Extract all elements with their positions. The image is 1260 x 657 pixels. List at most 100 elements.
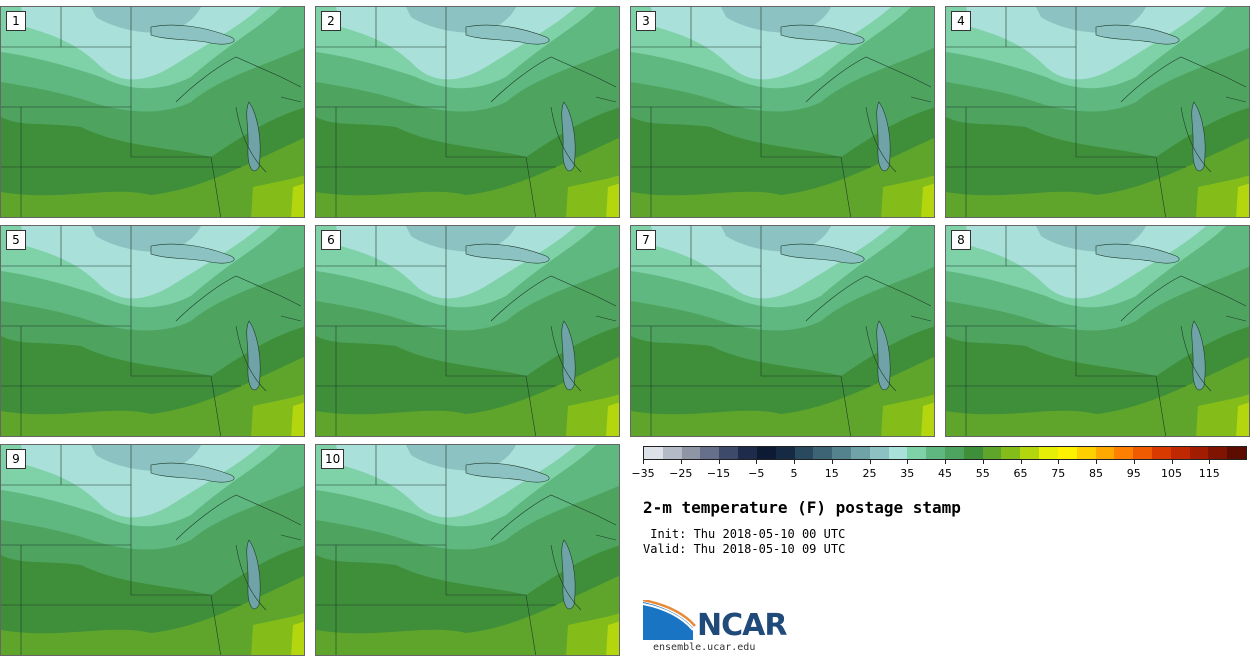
colorbar-swatch xyxy=(775,447,795,459)
state-border xyxy=(550,325,582,392)
map-panel: 4 xyxy=(945,6,1250,218)
lake-superior xyxy=(150,243,235,264)
temperature-map xyxy=(946,7,1249,217)
state-border xyxy=(550,106,582,173)
plot-title: 2-m temperature (F) postage stamp xyxy=(643,498,961,517)
temperature-band xyxy=(566,394,619,436)
colorbar-tick-label: 5 xyxy=(790,467,798,480)
lake-michigan xyxy=(1191,320,1206,391)
colorbar-tickmark xyxy=(643,460,644,464)
map-panel: 6 xyxy=(315,225,620,437)
lake-superior xyxy=(150,462,235,483)
colorbar-swatch xyxy=(700,447,720,459)
temperature-band xyxy=(881,394,934,436)
state-border xyxy=(865,106,897,173)
temperature-band xyxy=(566,613,619,655)
temperature-band xyxy=(946,137,1249,217)
colorbar-tickmark xyxy=(1133,460,1135,464)
temperature-colorbar: −35 −25 −15 −5 5 15 25 35 45 55 65 75 85 95 105 115 xyxy=(631,446,1247,480)
map-panel: 9 xyxy=(0,444,305,656)
state-border xyxy=(840,375,851,436)
colorbar-tickmark xyxy=(680,460,682,464)
lake-superior xyxy=(150,24,235,45)
lake-michigan xyxy=(1191,101,1206,172)
lake-michigan xyxy=(246,320,261,391)
colorbar-tick-label: 45 xyxy=(938,467,952,480)
colorbar-swatch xyxy=(756,447,776,459)
map-panel: 5 xyxy=(0,225,305,437)
temperature-band xyxy=(1,356,304,436)
colorbar-tick-label: 55 xyxy=(975,467,990,480)
colorbar-tickmark xyxy=(869,460,871,464)
member-number: 2 xyxy=(321,11,341,31)
state-border xyxy=(595,315,617,322)
temperature-band xyxy=(881,175,934,217)
member-number: 5 xyxy=(6,230,26,250)
ncar-logo-icon xyxy=(643,600,696,640)
colorbar-tick-label: −5 xyxy=(748,467,765,480)
colorbar-tickmark xyxy=(1209,460,1211,464)
state-border xyxy=(280,534,302,541)
state-border xyxy=(1120,56,1247,103)
state-border xyxy=(840,156,851,217)
colorbar-swatch xyxy=(982,447,1002,459)
colorbar-swatch xyxy=(681,447,701,459)
colorbar-swatch xyxy=(1076,447,1096,459)
lake-michigan xyxy=(561,101,576,172)
state-border xyxy=(1120,275,1247,322)
state-border xyxy=(175,275,302,322)
colorbar-swatch xyxy=(813,447,833,459)
colorbar-tickmark xyxy=(1171,460,1173,464)
member-number: 9 xyxy=(6,449,26,469)
state-border xyxy=(235,106,267,173)
temperature-band xyxy=(966,7,1206,80)
colorbar-swatch xyxy=(907,447,927,459)
colorbar-swatch xyxy=(1057,447,1077,459)
member-number: 8 xyxy=(951,230,971,250)
state-border xyxy=(525,594,536,655)
temperature-band xyxy=(606,402,619,436)
temperature-band xyxy=(606,621,619,655)
colorbar-swatch xyxy=(869,447,889,459)
temperature-band xyxy=(316,356,619,436)
member-number: 6 xyxy=(321,230,341,250)
temperature-band xyxy=(631,137,934,217)
logo-url: ensemble.ucar.edu xyxy=(653,642,756,653)
colorbar-swatches xyxy=(643,446,1247,460)
temperature-band xyxy=(1196,394,1249,436)
temperature-map xyxy=(1,445,304,655)
colorbar-tickmark xyxy=(1096,460,1097,464)
colorbar-swatch xyxy=(1151,447,1171,459)
colorbar-swatch xyxy=(1208,447,1228,459)
temperature-band xyxy=(966,226,1206,299)
state-border xyxy=(490,494,617,541)
colorbar-swatch xyxy=(1189,447,1209,459)
state-border xyxy=(910,96,932,103)
temperature-band xyxy=(251,394,304,436)
lake-superior xyxy=(465,24,550,45)
colorbar-swatch xyxy=(926,447,945,459)
colorbar-swatch xyxy=(1020,447,1040,459)
temperature-band xyxy=(21,445,261,518)
colorbar-tick-label: 85 xyxy=(1089,467,1103,480)
temperature-band xyxy=(316,137,619,217)
colorbar-tick-label: 115 xyxy=(1198,467,1220,480)
map-panel: 7 xyxy=(630,225,935,437)
state-border xyxy=(805,56,932,103)
colorbar-tick-label: 25 xyxy=(862,467,877,480)
colorbar-swatch xyxy=(1133,447,1152,459)
temperature-band xyxy=(21,7,261,80)
temperature-map xyxy=(946,226,1249,436)
colorbar-tickmark xyxy=(718,460,720,464)
lake-michigan xyxy=(561,539,576,610)
colorbar-swatch xyxy=(1170,447,1190,459)
state-border xyxy=(235,325,267,392)
lake-michigan xyxy=(246,101,261,172)
member-number: 3 xyxy=(636,11,656,31)
colorbar-tick-label: −15 xyxy=(706,467,731,480)
state-border xyxy=(595,534,617,541)
temperature-band xyxy=(291,402,304,436)
colorbar-swatch xyxy=(1227,447,1246,459)
colorbar-tickmark xyxy=(831,460,833,464)
map-panel: 8 xyxy=(945,225,1250,437)
